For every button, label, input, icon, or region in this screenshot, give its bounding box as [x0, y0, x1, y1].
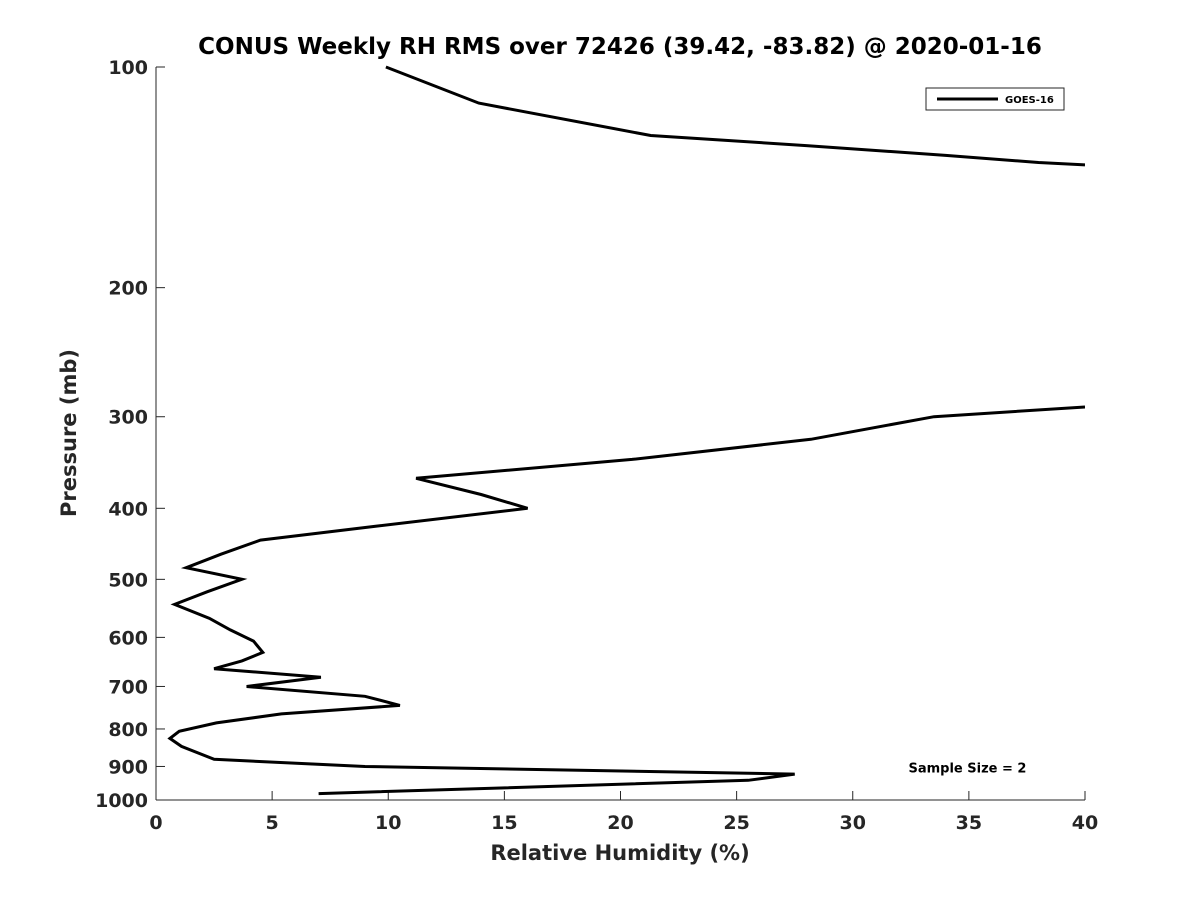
x-tick-label: 5 — [266, 812, 279, 834]
x-tick-label: 20 — [607, 812, 633, 834]
y-tick-label: 200 — [108, 278, 148, 300]
series-line-goes-16-segment-1 — [385, 65, 1085, 167]
y-tick-label: 500 — [108, 569, 148, 591]
sample-size-annotation: Sample Size = 2 — [908, 761, 1026, 776]
x-tick-label: 0 — [149, 812, 162, 834]
y-tick-label: 700 — [108, 676, 148, 698]
x-tick-label: 10 — [375, 812, 401, 834]
x-axis-title: Relative Humidity (%) — [490, 841, 749, 865]
plot-area: 0 5 10 15 20 25 30 35 40 100 200 300 400 500 600 700 800… — [95, 57, 1098, 834]
legend: GOES-16 — [925, 87, 1065, 111]
x-tick-label: 30 — [840, 812, 866, 834]
x-tick-label: 35 — [956, 812, 982, 834]
y-axis-title: Pressure (mb) — [57, 349, 81, 517]
y-tick-label: 600 — [108, 627, 148, 649]
y-tick-label: 900 — [108, 756, 148, 778]
x-tick-label: 15 — [491, 812, 517, 834]
y-tick-label: 800 — [108, 719, 148, 741]
chart-title: CONUS Weekly RH RMS over 72426 (39.42, -… — [198, 34, 1042, 60]
y-tick-label: 1000 — [95, 790, 148, 812]
x-tick-label: 40 — [1072, 812, 1098, 834]
y-tick-label: 400 — [108, 498, 148, 520]
x-tick-label: 25 — [723, 812, 749, 834]
series-line-goes-16-segment-2 — [167, 405, 1085, 796]
y-tick-label: 100 — [108, 57, 148, 79]
legend-entry: GOES-16 — [1005, 95, 1054, 106]
y-tick-label: 300 — [108, 407, 148, 429]
